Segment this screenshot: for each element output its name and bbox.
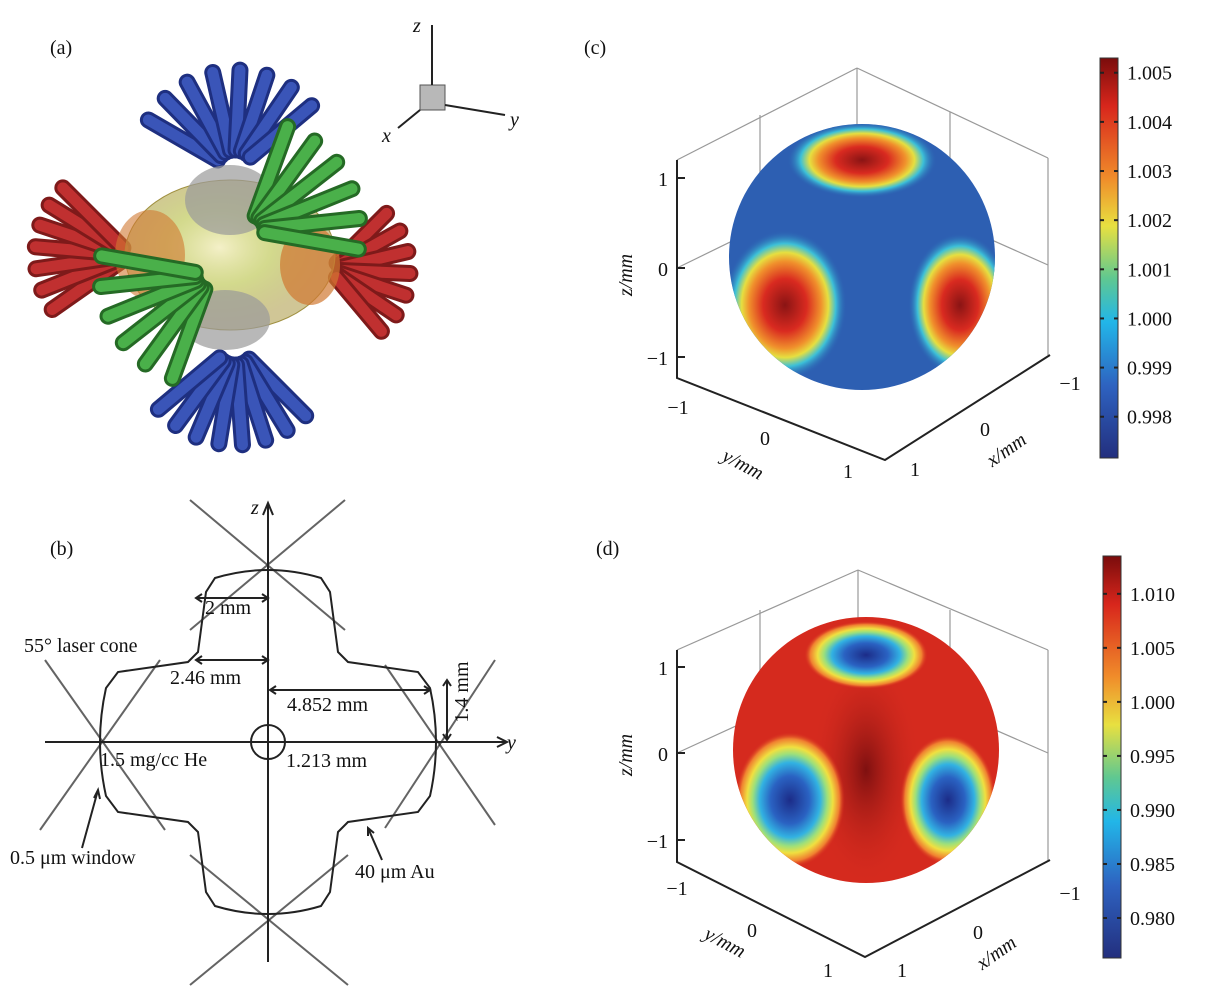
beam-cylinder-shade	[96, 250, 201, 278]
label-text: (d)	[596, 538, 619, 560]
box-grid-line	[676, 569, 859, 651]
label-text: (c)	[584, 37, 606, 59]
label-text: z/mm	[615, 254, 637, 297]
colorbar-tick-label: 1.005	[1130, 638, 1175, 660]
dimension-arrow	[268, 685, 432, 695]
colorbar-tick-label: 1.002	[1127, 210, 1172, 232]
label-text: −1	[666, 878, 687, 900]
sphere-patch	[729, 230, 847, 380]
label-text: −1	[667, 397, 688, 419]
hohlraum-wall	[99, 569, 437, 915]
label-text: 0	[658, 259, 668, 281]
label-text: 0	[658, 744, 668, 766]
label-text: 1	[658, 658, 668, 680]
dimension-arrow	[367, 825, 383, 861]
label-text: z	[250, 497, 259, 519]
beam-cylinder-shade	[57, 182, 129, 254]
box-grid-line	[856, 67, 1049, 159]
beam-cylinder-shade	[181, 76, 231, 158]
label-text: −1	[1059, 373, 1080, 395]
colorbar-tick-label: 1.005	[1127, 63, 1172, 85]
beam-cylinder-shade	[142, 114, 224, 166]
beam-cylinder-shade	[230, 64, 246, 156]
label-text: 4.852 mm	[287, 694, 369, 716]
colorbar-tick-label: 1.001	[1127, 259, 1172, 281]
label-text: (a)	[50, 37, 72, 59]
colorbar-tick-label: 1.004	[1127, 112, 1172, 134]
label-text: 1	[910, 459, 920, 481]
beam-cylinder-shade	[330, 272, 387, 337]
colorbar	[1102, 555, 1122, 959]
axis-frame	[676, 160, 1051, 462]
laser-cone	[384, 659, 496, 829]
beam-cylinder-shade	[152, 352, 226, 415]
label-text: −1	[647, 348, 668, 370]
colorbar-tick-label: 1.003	[1127, 161, 1172, 183]
sphere-patch	[900, 735, 996, 865]
dimension-arrow	[194, 593, 270, 603]
label-text: 1	[897, 960, 907, 982]
label-text: 1	[843, 461, 853, 483]
label-text: 1.213 mm	[286, 750, 368, 772]
colorbar	[1099, 57, 1119, 459]
laser-cone	[44, 659, 166, 831]
label-text: y	[505, 732, 516, 754]
label-text: x	[381, 125, 391, 147]
label-text: 1.4 mm	[451, 661, 473, 723]
label-text: 0.5 μm window	[10, 847, 136, 869]
axis-arrow	[45, 736, 510, 748]
colorbar-tick-label: 0.995	[1130, 746, 1175, 768]
label-text: 2.46 mm	[170, 667, 242, 689]
axis-frame	[676, 650, 1051, 959]
label-text: 1.5 mg/cc He	[100, 749, 207, 771]
beam-cylinder-shade	[207, 67, 237, 157]
beam-cylinder-shade	[235, 69, 273, 157]
label-text: z	[412, 15, 421, 37]
colorbar-tick-label: 0.999	[1127, 358, 1172, 380]
colorbar-tick-label: 1.010	[1130, 584, 1175, 606]
colorbar-tick-label: 0.980	[1130, 908, 1175, 930]
sphere-patch	[908, 233, 995, 377]
label-text: 1	[658, 169, 668, 191]
colorbar-tick-label: 1.000	[1130, 692, 1175, 714]
label-text: y	[508, 109, 519, 131]
label-text: 0	[760, 428, 770, 450]
colorbar-tick-label: 0.998	[1127, 407, 1172, 429]
label-text: y/mm	[699, 922, 749, 963]
colorbar-tick-label: 0.985	[1130, 854, 1175, 876]
label-text: 1	[823, 960, 833, 982]
triad-axis	[444, 104, 506, 116]
beam-cylinder-shade	[259, 227, 364, 255]
label-text: −1	[1059, 883, 1080, 905]
label-text: z/mm	[615, 734, 637, 777]
dimension-arrow	[81, 787, 101, 849]
label-text: 55° laser cone	[24, 635, 138, 657]
axis-arrow	[262, 500, 274, 962]
triad-cube	[419, 84, 446, 111]
label-text: −1	[647, 831, 668, 853]
box-grid-line	[857, 569, 1049, 651]
sphere-patch	[804, 621, 928, 689]
sphere-patch	[735, 732, 845, 868]
label-text: 0	[980, 419, 990, 441]
dimension-arrow	[194, 655, 270, 665]
label-text: 0	[973, 922, 983, 944]
colorbar-tick-label: 0.990	[1130, 800, 1175, 822]
sphere-patch	[787, 124, 937, 198]
label-text: 2 mm	[205, 597, 252, 619]
box-grid-line	[676, 67, 858, 161]
label-text: 40 μm Au	[355, 861, 435, 883]
beam-cylinder-shade	[159, 92, 227, 162]
colorbar-tick-label: 1.000	[1127, 308, 1172, 330]
capsule	[250, 724, 286, 760]
triad-axis	[397, 109, 421, 129]
beam-cylinder-shade	[240, 81, 297, 159]
label-text: 0	[747, 920, 757, 942]
label-text: (b)	[50, 538, 73, 560]
dimension-arrow	[442, 678, 452, 742]
